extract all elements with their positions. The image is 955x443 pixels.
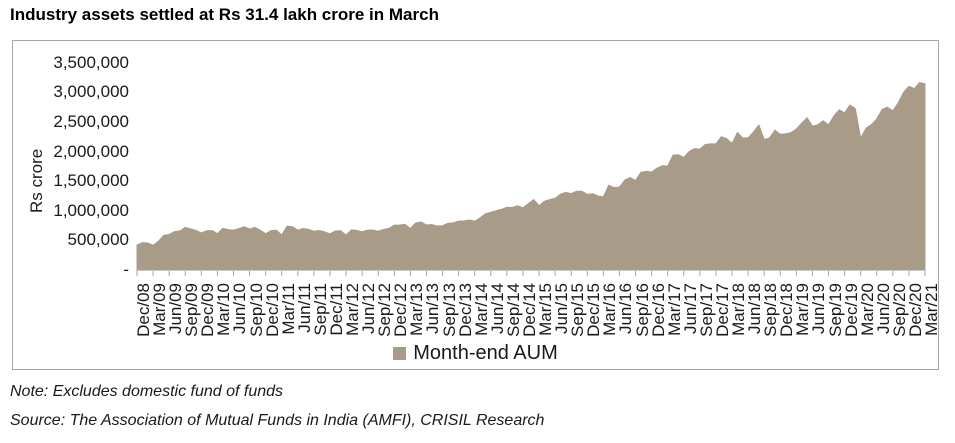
y-axis-tick-label: 2,000,000 [53, 141, 129, 161]
area-chart-plot [136, 82, 926, 276]
x-axis-tick-label: Jun/10 [230, 283, 250, 335]
y-axis-tick-label: 1,500,000 [53, 171, 129, 191]
legend: Month-end AUM [13, 342, 938, 365]
x-axis-tick-label: Jun/19 [809, 283, 829, 335]
note-text: Note: Excludes domestic fund of funds [10, 383, 284, 400]
y-axis-tick-label: 3,500,000 [53, 52, 129, 72]
x-axis-tick-label: Jun/16 [616, 283, 636, 335]
source-text: Source: The Association of Mutual Funds … [10, 412, 545, 429]
chart-title: Industry assets settled at Rs 31.4 lakh … [10, 5, 439, 24]
x-axis-tick-label: Jun/13 [423, 283, 443, 335]
y-axis-tick-label: 2,500,000 [53, 111, 129, 131]
y-axis-tick-label: - [123, 259, 129, 279]
x-axis-tick-label: Mar/21 [922, 283, 941, 336]
x-axis-tick-label: Sep/13 [439, 283, 459, 337]
y-axis-tick-label: 3,000,000 [53, 82, 129, 102]
chart-figure: Rs crore 3,500,000 3,000,000 2,500,000 2,00… [12, 40, 941, 370]
x-axis-ticks [136, 271, 926, 276]
legend-label: Month-end AUM [413, 342, 558, 364]
legend-swatch-month-end-aum [393, 347, 407, 360]
aum-area-series [136, 82, 926, 271]
y-axis-tick-label: 500,000 [67, 230, 129, 250]
x-axis-tick-label: Sep/16 [632, 283, 652, 337]
y-axis-tick-label: 1,000,000 [53, 200, 129, 220]
x-axis-tick-label: Sep/10 [246, 283, 266, 337]
x-axis-tick-label: Sep/19 [825, 283, 845, 337]
